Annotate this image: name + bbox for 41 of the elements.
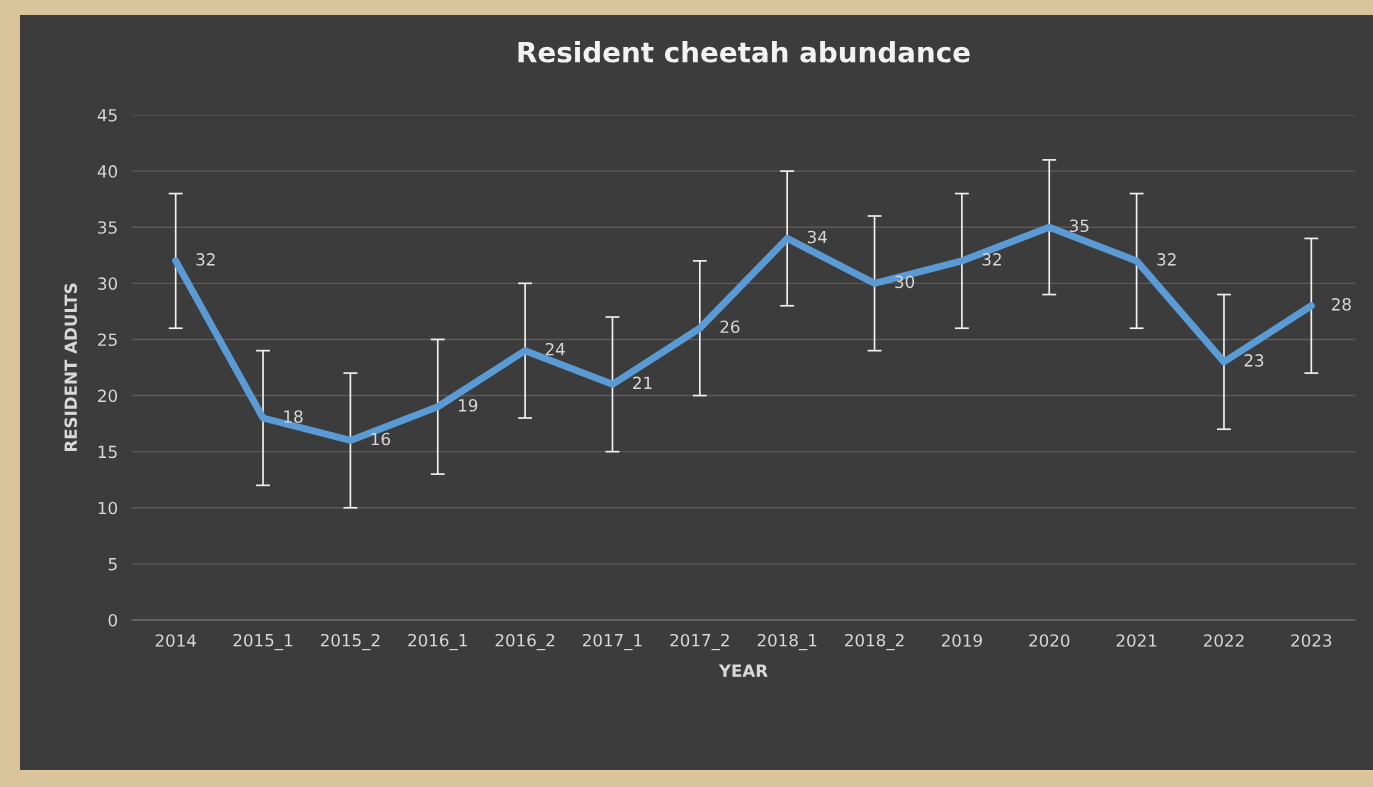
x-tick-label: 2018_2 [845,633,904,651]
x-tick-label: 2016_2 [495,633,555,651]
data-label: 32 [1157,253,1176,266]
x-tick-label: 2017_2 [670,633,729,651]
y-tick-label: 15 [98,445,117,459]
x-tick-label: 2020 [1029,634,1070,647]
data-label: 32 [982,253,1001,266]
data-label: 21 [633,376,652,389]
y-tick-label: 30 [98,277,117,290]
data-label: 26 [720,320,740,334]
y-tick-label: 25 [98,333,117,347]
x-tick-label: 2019 [941,634,982,647]
x-axis-title: YEAR [718,664,768,677]
data-label: 24 [545,342,565,356]
data-label: 18 [284,410,303,423]
data-label: 30 [895,275,915,289]
y-tick-label: 20 [98,389,117,403]
y-tick-label: 5 [108,558,117,571]
data-label: 34 [807,230,827,244]
x-tick-label: 2017_1 [583,633,642,651]
x-tick-label: 2015_1 [233,633,293,651]
data-label: 19 [459,399,478,412]
x-tick-label: 2015_2 [320,633,380,651]
x-tick-label: 2014 [155,634,196,647]
x-tick-label: 2016_1 [408,633,467,651]
chart-title: Resident cheetah abundance [518,41,970,63]
x-tick-label: 2023 [1291,634,1332,647]
data-label: 32 [196,253,215,266]
data-label: 28 [1331,298,1351,311]
x-tick-label: 2018_1 [757,633,817,651]
y-tick-label: 40 [97,165,117,178]
y-tick-label: 45 [97,109,117,122]
data-label: 16 [371,432,390,446]
x-tick-label: 2022 [1203,634,1244,647]
y-tick-label: 0 [108,613,117,627]
data-label: 23 [1244,354,1264,367]
y-tick-label: 35 [98,221,117,234]
y-tick-label: 10 [98,501,117,515]
y-axis-title: RESIDENT ADULTS [64,283,78,452]
data-label: 35 [1069,219,1089,233]
x-tick-label: 2021 [1116,634,1157,647]
